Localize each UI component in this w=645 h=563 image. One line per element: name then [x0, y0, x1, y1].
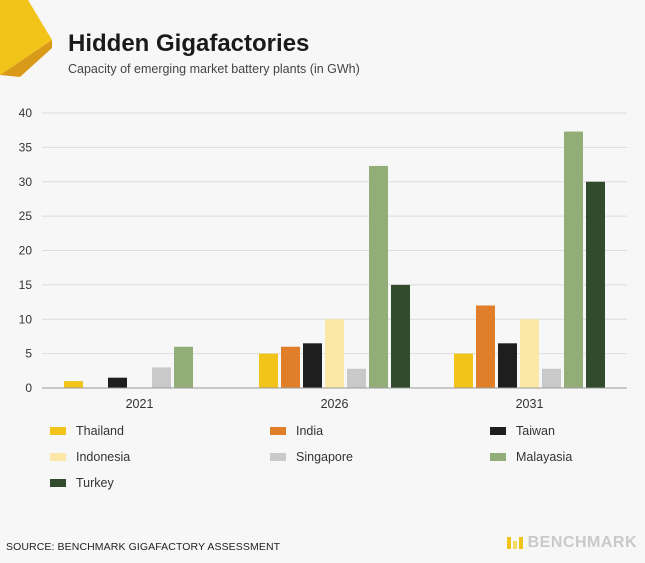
legend-swatch	[50, 427, 66, 435]
bar-turkey-2026	[391, 284, 410, 388]
legend-item-singapore: Singapore	[270, 450, 353, 464]
bar-singapore-2026	[347, 368, 366, 388]
bar-indonesia-2031	[520, 319, 539, 388]
legend-swatch	[50, 453, 66, 461]
legend-label: Taiwan	[516, 424, 555, 438]
y-tick-label: 30	[19, 175, 33, 189]
brand-logo: BENCHMARK	[506, 534, 637, 552]
bar-indonesia-2026	[325, 319, 344, 388]
legend-swatch	[490, 453, 506, 461]
source-note: SOURCE: BENCHMARK GIGAFACTORY ASSESSMENT	[6, 541, 281, 553]
legend-item-malayasia: Malayasia	[490, 450, 572, 464]
legend: Thailand India Taiwan Indonesia Singapore Mal…	[50, 424, 610, 504]
x-tick-label: 2031	[516, 397, 544, 411]
legend-swatch	[490, 427, 506, 435]
bar-turkey-2031	[586, 181, 605, 388]
y-tick-label: 20	[19, 244, 33, 258]
brand-name: BENCHMARK	[527, 534, 637, 551]
legend-item-thailand: Thailand	[50, 424, 124, 438]
legend-item-taiwan: Taiwan	[490, 424, 555, 438]
corner-logo-icon	[0, 0, 52, 77]
legend-label: Malayasia	[516, 450, 573, 464]
x-tick-label: 2021	[126, 397, 154, 411]
legend-swatch	[270, 427, 286, 435]
bar-singapore-2021	[152, 367, 171, 388]
bar-malayasia-2031	[564, 131, 583, 388]
legend-item-turkey: Turkey	[50, 476, 114, 490]
legend-label: Indonesia	[76, 450, 131, 464]
y-tick-label: 15	[19, 278, 33, 292]
benchmark-logo-icon	[506, 537, 523, 549]
bar-thailand-2026	[259, 353, 278, 388]
y-tick-label: 25	[19, 209, 33, 223]
bar-thailand-2031	[454, 353, 473, 388]
legend-item-india: India	[270, 424, 323, 438]
bar-malayasia-2026	[369, 165, 388, 388]
legend-label: Thailand	[76, 424, 124, 438]
legend-label: Singapore	[296, 450, 353, 464]
legend-swatch	[270, 453, 286, 461]
bar-taiwan-2021	[108, 377, 127, 388]
y-tick-label: 40	[19, 106, 33, 120]
bar-singapore-2031	[542, 368, 561, 388]
legend-swatch	[50, 479, 66, 487]
bar-taiwan-2026	[303, 343, 322, 388]
y-tick-label: 10	[19, 312, 33, 326]
legend-label: India	[296, 424, 324, 438]
page-subtitle: Capacity of emerging market battery plan…	[68, 62, 360, 76]
bar-india-2031	[476, 305, 495, 388]
legend-item-indonesia: Indonesia	[50, 450, 130, 464]
y-tick-label: 5	[25, 347, 32, 361]
legend-label: Turkey	[76, 476, 114, 490]
y-tick-label: 35	[19, 140, 33, 154]
y-tick-label: 0	[25, 381, 32, 395]
bar-taiwan-2031	[498, 343, 517, 388]
bar-india-2026	[281, 346, 300, 388]
bar-thailand-2021	[64, 381, 83, 388]
bar-malayasia-2021	[174, 346, 193, 388]
bar-chart: 0 5 10 15 20 25 30 35 40 2021 2026 2031	[19, 106, 627, 411]
x-tick-label: 2026	[321, 397, 349, 411]
page-title: Hidden Gigafactories	[68, 30, 310, 57]
